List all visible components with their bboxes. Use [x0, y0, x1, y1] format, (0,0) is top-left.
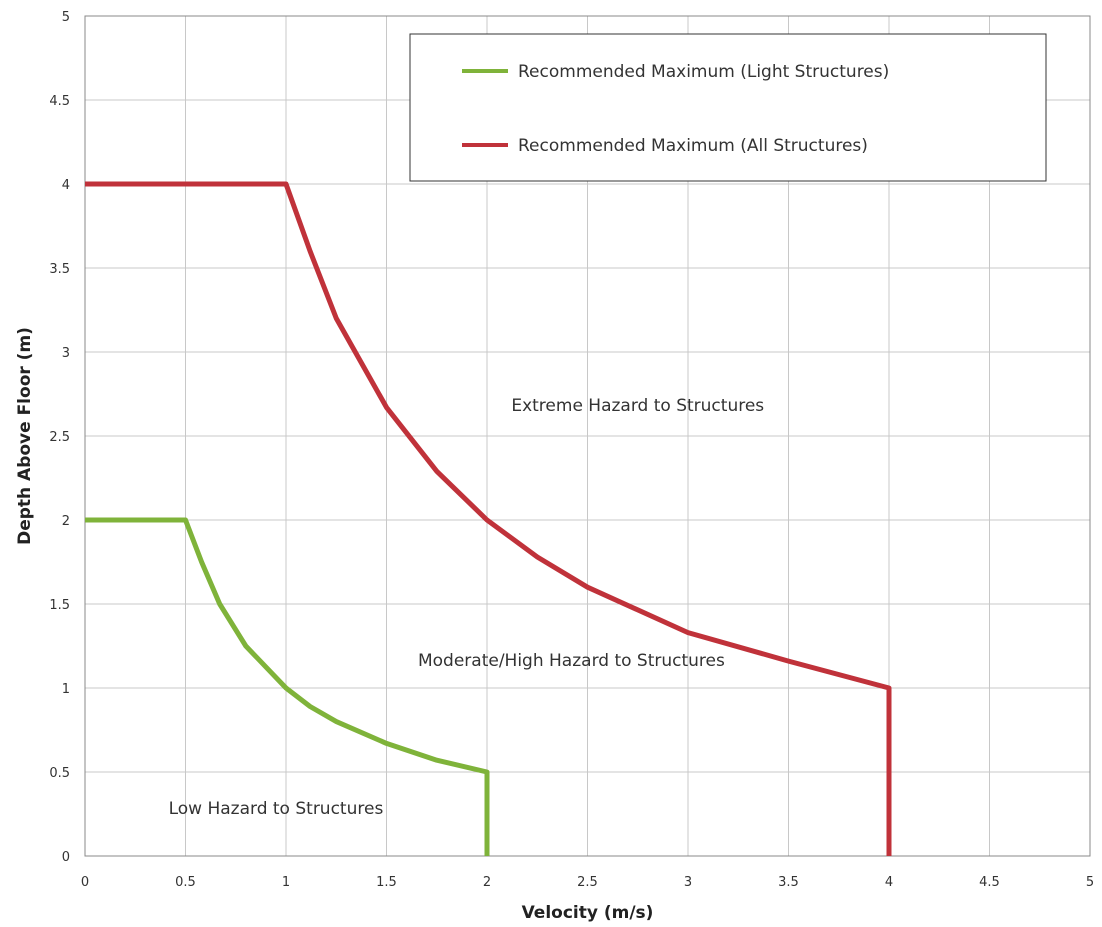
x-tick-label: 4: [885, 875, 893, 890]
legend: Recommended Maximum (Light Structures) R…: [409, 33, 1047, 182]
y-tick-label: 1.5: [49, 598, 70, 613]
y-tick-label: 0.5: [49, 766, 70, 781]
x-tick-label: 2: [483, 875, 491, 890]
x-tick-label: 0: [81, 875, 89, 890]
series-line-all-structures: [85, 181, 892, 856]
y-tick-label: 2: [62, 514, 70, 529]
y-tick-label: 4.5: [49, 94, 70, 109]
x-tick-label: 3: [684, 875, 692, 890]
y-tick-label: 4: [62, 178, 70, 193]
legend-label-all-structures: Recommended Maximum (All Structures): [518, 136, 868, 156]
y-tick-label: 0: [62, 850, 70, 865]
y-tick-labels: 0 0.5 1 1.5 2 2.5 3 3.5 4 4.5 5: [49, 10, 70, 865]
region-label-2: Low Hazard to Structures: [169, 799, 384, 819]
y-tick-label: 3: [62, 346, 70, 361]
region-label-1: Moderate/High Hazard to Structures: [418, 651, 725, 671]
y-axis-title: Depth Above Floor (m): [15, 327, 35, 545]
x-tick-label: 0.5: [175, 875, 196, 890]
y-tick-label: 5: [62, 10, 70, 25]
data-series: [85, 181, 892, 856]
x-axis-title: Velocity (m/s): [522, 903, 654, 923]
x-tick-label: 2.5: [577, 875, 598, 890]
x-tick-labels: 0 0.5 1 1.5 2 2.5 3 3.5 4 4.5 5: [81, 875, 1094, 890]
x-tick-label: 3.5: [778, 875, 799, 890]
region-label-0: Extreme Hazard to Structures: [511, 396, 764, 416]
y-tick-label: 2.5: [49, 430, 70, 445]
x-tick-label: 5: [1086, 875, 1094, 890]
x-tick-label: 4.5: [979, 875, 1000, 890]
legend-label-light-structures: Recommended Maximum (Light Structures): [518, 62, 889, 82]
region-annotations: Extreme Hazard to Structures Moderate/Hig…: [169, 396, 765, 819]
y-tick-label: 1: [62, 682, 70, 697]
plot-border: [84, 15, 1091, 857]
series-line-light-structures: [85, 517, 490, 856]
legend-box: [409, 33, 1047, 182]
x-tick-label: 1: [282, 875, 290, 890]
y-tick-label: 3.5: [49, 262, 70, 277]
x-tick-label: 1.5: [376, 875, 397, 890]
